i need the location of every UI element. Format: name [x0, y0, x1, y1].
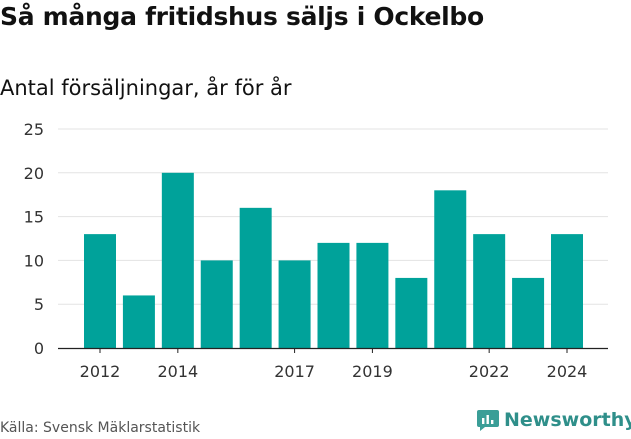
- bar-2015[interactable]: [200, 260, 233, 348]
- x-tick-label: 2022: [469, 362, 510, 381]
- source-note: Källa: Svensk Mäklarstatistik: [0, 420, 201, 436]
- bar-2024[interactable]: [551, 234, 583, 348]
- bar-2021[interactable]: [434, 190, 467, 348]
- x-tick-label: 2024: [547, 362, 588, 381]
- brand-name: Newsworthy: [504, 409, 631, 431]
- bar-2018[interactable]: [317, 242, 350, 348]
- bar-chart: 0 5 10 15 20 25 2012 2014 2017 2019 2022 2024: [24, 120, 608, 381]
- y-axis-ticks: 0 5 10 15 20 25: [24, 120, 44, 358]
- bar-2019[interactable]: [356, 242, 389, 348]
- bar-2023[interactable]: [512, 277, 545, 348]
- x-tick-label: 2014: [157, 362, 198, 381]
- bar-2012[interactable]: [84, 234, 116, 348]
- bar-2022[interactable]: [473, 234, 506, 348]
- y-tick-label: 20: [24, 164, 44, 183]
- x-tick-label: 2017: [274, 362, 315, 381]
- y-tick-label: 15: [24, 208, 44, 227]
- y-tick-label: 25: [24, 120, 44, 139]
- x-tick-label: 2012: [80, 362, 121, 381]
- newsworthy-logo-icon: [477, 410, 499, 431]
- y-tick-label: 5: [34, 295, 44, 314]
- bar-2017[interactable]: [278, 260, 311, 348]
- x-tick-label: 2019: [352, 362, 393, 381]
- bar-2016[interactable]: [239, 207, 272, 348]
- bar-2020[interactable]: [395, 277, 428, 348]
- chart-title: Så många fritidshus säljs i Ockelbo: [0, 2, 484, 31]
- bars: [84, 172, 583, 348]
- y-tick-label: 0: [34, 339, 44, 358]
- newsworthy-brand[interactable]: Newsworthy: [476, 408, 631, 432]
- x-axis-ticks: 2012 2014 2017 2019 2022 2024: [80, 348, 588, 381]
- bar-2013[interactable]: [122, 295, 155, 348]
- bar-2014[interactable]: [161, 172, 194, 348]
- y-tick-label: 10: [24, 251, 44, 270]
- chart-subtitle: Antal försäljningar, år för år: [0, 76, 292, 100]
